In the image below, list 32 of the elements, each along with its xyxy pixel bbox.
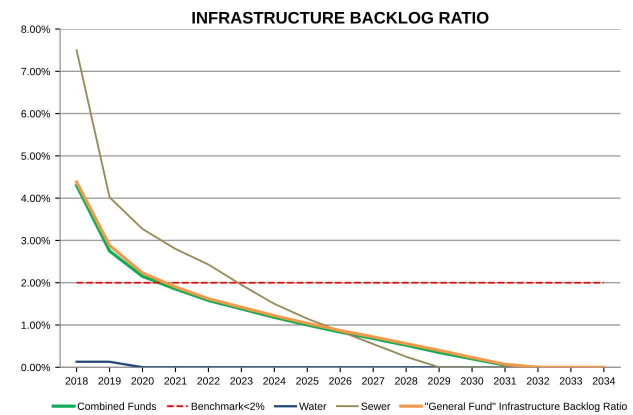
y-tick-label: 7.00% <box>21 68 50 76</box>
x-tick-label: 2023 <box>230 377 253 385</box>
x-tick-label: 2033 <box>560 377 582 385</box>
y-tick-label: 4.00% <box>21 194 50 202</box>
legend-label: Water <box>299 402 326 410</box>
x-tick-label: 2026 <box>329 377 352 385</box>
legend-label: Combined Funds <box>78 402 156 410</box>
x-tick-label: 2021 <box>164 377 187 385</box>
x-tick-label: 2022 <box>197 377 220 385</box>
legend-label: "General Fund" Infrastructure Backlog Ratio <box>425 402 627 412</box>
y-tick-label: 2.00% <box>21 279 50 287</box>
x-tick-label: 2027 <box>362 377 384 385</box>
x-tick-label: 2029 <box>428 377 450 385</box>
x-tick-label: 2034 <box>592 377 616 385</box>
y-tick-label: 5.00% <box>21 152 50 160</box>
x-tick-label: 2031 <box>494 377 516 385</box>
y-tick-label: 1.00% <box>22 322 50 329</box>
legend-label: Sewer <box>361 402 390 410</box>
x-tick-label: 2024 <box>263 377 286 385</box>
x-tick-label: 2025 <box>296 377 318 385</box>
x-tick-label: 2020 <box>131 377 154 385</box>
x-tick-label: 2030 <box>460 377 484 385</box>
x-tick-label: 2018 <box>66 377 88 385</box>
y-tick-label: 3.00% <box>21 236 50 244</box>
x-tick-label: 2028 <box>395 377 418 385</box>
x-tick-label: 2032 <box>526 377 550 385</box>
y-tick-label: 6.00% <box>21 110 50 118</box>
x-tick-label: 2019 <box>98 377 121 385</box>
chart-title: INFRASTRUCTURE BACKLOG RATIO <box>192 12 488 24</box>
legend-label: Benchmark<2% <box>192 402 264 410</box>
y-tick-label: 0.00% <box>21 364 50 372</box>
y-tick-label: 8.00% <box>21 26 50 33</box>
